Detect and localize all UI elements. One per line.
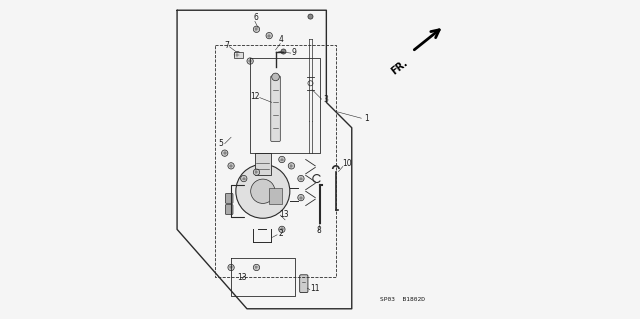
Text: 11: 11: [310, 284, 320, 293]
Circle shape: [234, 51, 241, 58]
Text: 9: 9: [291, 48, 296, 57]
Circle shape: [266, 33, 273, 39]
Circle shape: [247, 58, 253, 64]
FancyBboxPatch shape: [271, 76, 280, 141]
Text: 12: 12: [250, 92, 260, 101]
Text: 10: 10: [342, 159, 352, 168]
Circle shape: [236, 164, 290, 218]
Circle shape: [308, 14, 313, 19]
FancyBboxPatch shape: [255, 153, 271, 175]
Circle shape: [298, 175, 304, 182]
Circle shape: [281, 49, 286, 54]
Circle shape: [288, 163, 294, 169]
Text: 13: 13: [237, 273, 247, 282]
Text: 3: 3: [323, 95, 328, 104]
FancyBboxPatch shape: [225, 204, 233, 214]
Text: 6: 6: [253, 13, 258, 22]
Text: 8: 8: [317, 226, 321, 234]
Text: 1: 1: [364, 115, 369, 123]
Text: 13: 13: [278, 210, 289, 219]
Circle shape: [228, 264, 234, 271]
FancyBboxPatch shape: [225, 194, 233, 203]
Circle shape: [272, 73, 279, 81]
Circle shape: [253, 26, 260, 33]
Circle shape: [221, 150, 228, 156]
Circle shape: [253, 264, 260, 271]
FancyBboxPatch shape: [269, 188, 282, 204]
Text: 4: 4: [278, 35, 284, 44]
Text: 5: 5: [218, 139, 223, 148]
Circle shape: [298, 195, 304, 201]
FancyBboxPatch shape: [300, 275, 308, 293]
Text: 7: 7: [225, 41, 230, 50]
Circle shape: [228, 163, 234, 169]
FancyBboxPatch shape: [234, 52, 243, 58]
Circle shape: [253, 169, 260, 175]
Circle shape: [241, 175, 247, 182]
Text: 2: 2: [278, 229, 284, 238]
Circle shape: [278, 156, 285, 163]
Text: SP03  B1802D: SP03 B1802D: [380, 297, 425, 302]
Circle shape: [278, 226, 285, 233]
Circle shape: [251, 179, 275, 204]
Text: FR.: FR.: [389, 58, 410, 77]
